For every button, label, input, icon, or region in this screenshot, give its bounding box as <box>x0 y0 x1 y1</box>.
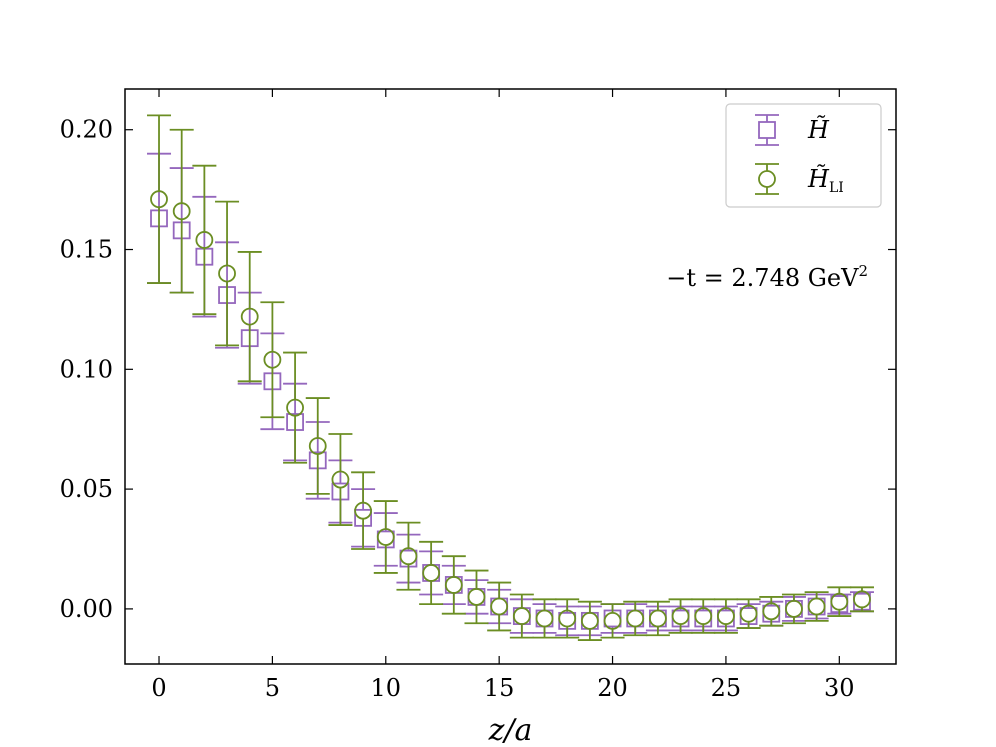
data-point <box>192 164 217 316</box>
circle-marker <box>308 437 327 455</box>
x-tick-label: 0 <box>151 674 166 702</box>
data-point <box>532 598 557 639</box>
data-point <box>555 598 580 639</box>
plot-marks <box>147 114 874 641</box>
circle-marker <box>376 528 395 546</box>
data-point <box>441 555 466 615</box>
data-point <box>781 593 806 625</box>
data-point <box>509 593 534 639</box>
circle-marker <box>172 202 191 221</box>
axis-ticks <box>125 89 896 664</box>
data-point <box>283 351 308 464</box>
data-point <box>577 600 602 641</box>
data-point <box>736 598 761 629</box>
data-point <box>260 301 285 419</box>
momentum-transfer-annotation: −t = 2.748 GeV2 <box>666 262 868 292</box>
data-point <box>305 397 330 495</box>
circle-marker <box>444 576 463 594</box>
data-point <box>645 600 670 637</box>
data-point <box>215 200 240 347</box>
circle-marker <box>150 190 168 209</box>
svg-text:−t = 2.748 GeV2: −t = 2.748 GeV2 <box>666 262 868 292</box>
y-tick-label: 0.20 <box>60 116 113 144</box>
data-point <box>351 471 376 550</box>
annotation-superscript: 2 <box>858 262 868 280</box>
circle-marker <box>218 264 236 283</box>
plot-frame <box>124 88 897 665</box>
circle-marker <box>717 607 735 625</box>
legend: H̃ H̃LI <box>725 103 882 208</box>
data-point <box>759 596 784 627</box>
circle-marker <box>694 607 713 625</box>
circle-marker <box>580 611 599 630</box>
data-point <box>147 114 172 284</box>
circle-marker <box>354 501 373 520</box>
legend-square-marker <box>758 121 776 139</box>
legend-box <box>725 103 882 208</box>
data-point <box>396 521 421 591</box>
series-h-tilde-li <box>147 114 874 641</box>
circle-marker <box>762 602 781 621</box>
y-tick-label: 0.05 <box>60 475 113 503</box>
annotation-text: −t = 2.748 GeV <box>666 264 859 292</box>
data-point <box>691 598 716 634</box>
circle-marker <box>399 547 418 566</box>
circle-marker <box>807 597 826 616</box>
circle-marker <box>263 350 282 369</box>
x-tick-label: 20 <box>597 674 628 702</box>
circle-marker <box>195 231 214 249</box>
data-point <box>328 433 353 526</box>
x-axis-label: z/a <box>488 713 533 747</box>
circle-marker <box>512 607 531 625</box>
data-point <box>237 251 262 383</box>
data-point <box>713 598 738 634</box>
data-point <box>623 600 648 637</box>
data-point <box>419 540 444 606</box>
circle-marker <box>739 604 758 623</box>
y-tick-label: 0.15 <box>60 236 113 264</box>
data-point <box>827 586 852 617</box>
legend-label: H̃ <box>807 116 830 144</box>
circle-marker <box>626 609 645 628</box>
x-tick-label: 30 <box>824 674 855 702</box>
circle-marker <box>671 607 690 625</box>
circle-marker <box>558 609 577 628</box>
circle-marker <box>853 590 871 609</box>
data-point <box>169 128 194 294</box>
circle-marker <box>240 307 259 326</box>
x-tick-label: 5 <box>265 674 280 702</box>
data-point <box>600 603 625 639</box>
data-point <box>373 500 398 574</box>
circle-marker <box>830 592 849 611</box>
circle-marker <box>648 609 667 628</box>
data-point <box>487 581 512 632</box>
series-h-tilde <box>147 152 874 637</box>
circle-marker <box>467 588 486 606</box>
y-tick-label: 0.00 <box>60 595 113 623</box>
legend-circle-marker <box>758 170 776 188</box>
data-point <box>464 569 489 625</box>
axis-tick-labels: 0 5 10 15 20 25 30 0.00 0.05 0.10 0.15 0.20 <box>60 116 855 702</box>
data-point <box>849 586 874 613</box>
x-tick-label: 10 <box>371 674 402 702</box>
x-tick-label: 25 <box>711 674 742 702</box>
circle-marker <box>286 398 304 417</box>
y-tick-label: 0.10 <box>60 355 113 383</box>
legend-item: H̃ <box>755 114 830 146</box>
legend-label: H̃LI <box>807 165 844 196</box>
circle-marker <box>535 609 554 628</box>
data-point <box>668 598 693 634</box>
circle-marker <box>490 597 509 616</box>
circle-marker <box>603 611 622 630</box>
circle-marker <box>331 470 350 489</box>
legend-item: H̃LI <box>755 163 844 196</box>
x-tick-label: 15 <box>484 674 515 702</box>
circle-marker <box>422 564 441 582</box>
circle-marker <box>785 599 803 618</box>
data-point <box>804 591 829 622</box>
